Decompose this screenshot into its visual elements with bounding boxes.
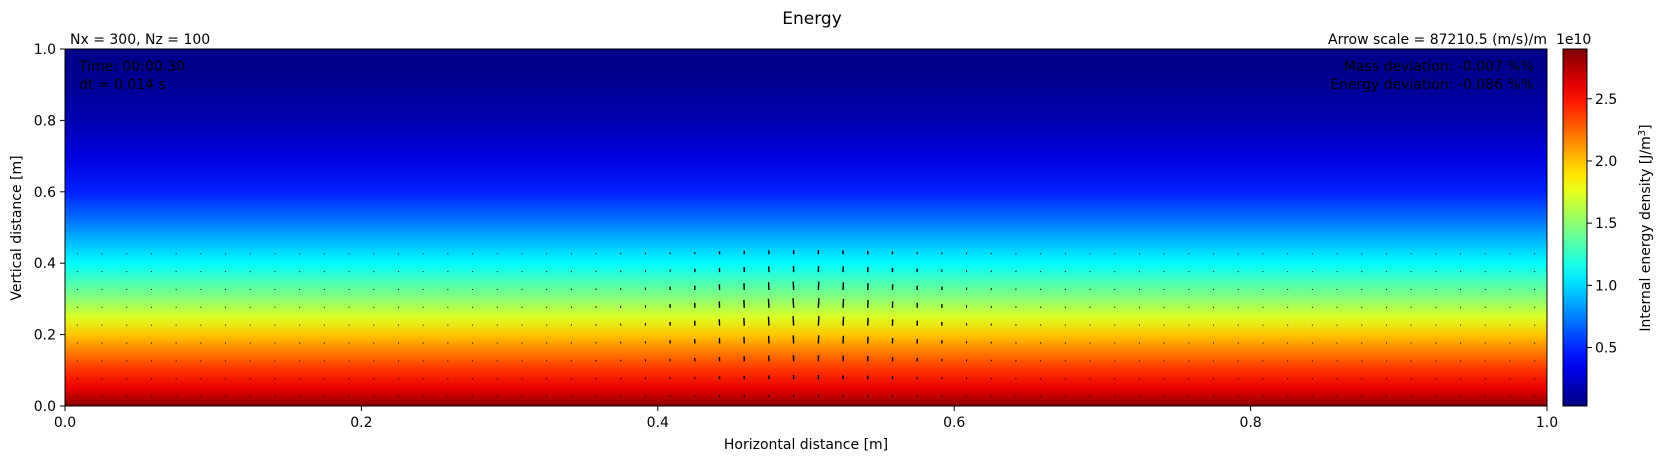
chart-title: Energy bbox=[782, 9, 842, 29]
colorbar-ticks: 0.5 1.0 1.5 2.0 2.5 bbox=[1587, 92, 1617, 357]
grid-size-label: Nx = 300, Nz = 100 bbox=[70, 32, 210, 48]
dt-label: dt = 0.014 s bbox=[79, 77, 166, 93]
velocity-arrow bbox=[792, 316, 795, 326]
colorbar-tick-label: 0.5 bbox=[1595, 341, 1617, 357]
velocity-arrows bbox=[76, 250, 1536, 398]
x-axis-ticks: 0.0 0.2 0.4 0.6 0.8 1.0 bbox=[54, 406, 1558, 431]
x-axis-label: Horizontal distance [m] bbox=[724, 437, 888, 453]
x-tick-label: 0.2 bbox=[350, 415, 372, 431]
energy-deviation-label: Energy deviation: -0.086 %% bbox=[1330, 77, 1534, 93]
y-tick-label: 0.8 bbox=[34, 113, 56, 129]
x-tick-label: 0.4 bbox=[647, 415, 669, 431]
velocity-arrow bbox=[792, 298, 795, 308]
x-tick-label: 0.0 bbox=[54, 415, 76, 431]
colorbar-tick-label: 1.0 bbox=[1595, 278, 1617, 294]
x-tick-label: 1.0 bbox=[1536, 415, 1558, 431]
colorbar-tick-label: 1.5 bbox=[1595, 216, 1617, 232]
y-axis-ticks: 0.0 0.2 0.4 0.6 0.8 1.0 bbox=[34, 42, 65, 415]
colorbar bbox=[1562, 48, 1588, 407]
colorbar-tick-label: 2.5 bbox=[1595, 92, 1617, 108]
y-tick-label: 1.0 bbox=[34, 42, 56, 58]
x-tick-label: 0.6 bbox=[943, 415, 965, 431]
y-tick-label: 0.4 bbox=[34, 256, 56, 272]
heatmap-field bbox=[65, 49, 1547, 406]
colorbar-label: Internal energy density [J/m3] bbox=[1637, 124, 1655, 331]
velocity-arrow bbox=[817, 298, 820, 308]
mass-deviation-label: Mass deviation: -0.007 %% bbox=[1344, 59, 1534, 75]
y-tick-label: 0.6 bbox=[34, 185, 56, 201]
velocity-arrow bbox=[817, 316, 820, 326]
arrow-scale-label: Arrow scale = 87210.5 (m/s)/m bbox=[1328, 32, 1547, 48]
time-label: Time: 00:00.30 bbox=[78, 59, 185, 75]
colorbar-tick-label: 2.0 bbox=[1595, 154, 1617, 170]
y-tick-label: 0.2 bbox=[34, 328, 56, 344]
y-axis-label: Vertical distance [m] bbox=[9, 155, 25, 300]
x-tick-label: 0.8 bbox=[1239, 415, 1261, 431]
plot-frame bbox=[64, 48, 1548, 407]
y-tick-label: 0.0 bbox=[34, 399, 56, 415]
colorbar-multiplier: 1e10 bbox=[1556, 32, 1591, 48]
